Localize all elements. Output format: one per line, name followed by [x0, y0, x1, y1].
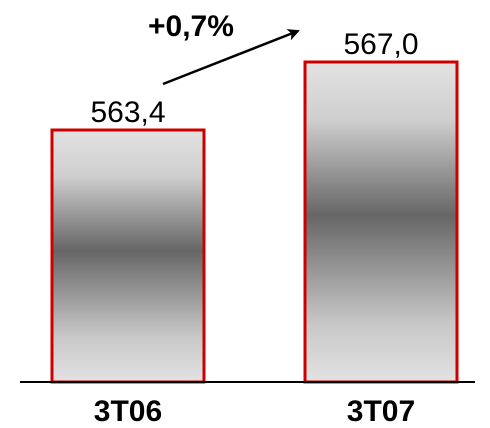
change-percent-label: +0,7% — [148, 10, 234, 43]
change-annotation: +0,7% — [148, 10, 300, 86]
change-arrow — [162, 29, 300, 86]
bar-3T07 — [303, 60, 459, 384]
labels-layer: 563,4 3T06 567,0 3T07 — [90, 28, 418, 428]
bar-3T06 — [50, 128, 206, 384]
category-label-3T07: 3T07 — [347, 395, 415, 428]
bars-layer — [50, 60, 459, 384]
value-label-3T06: 563,4 — [90, 96, 165, 129]
category-label-3T06: 3T06 — [94, 395, 162, 428]
value-label-3T07: 567,0 — [343, 28, 418, 61]
